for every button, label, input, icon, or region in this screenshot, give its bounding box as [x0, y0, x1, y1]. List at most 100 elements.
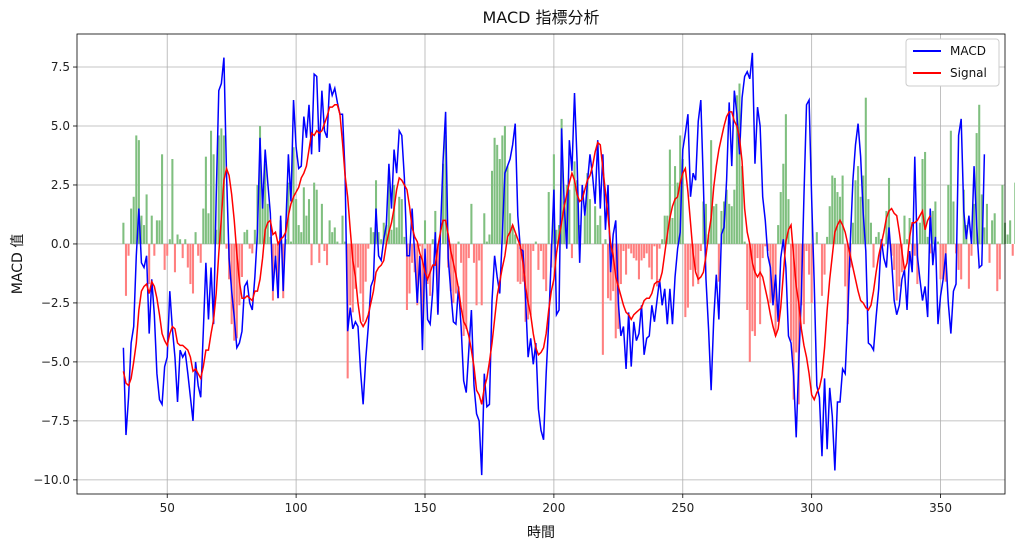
legend-signal-label: Signal: [950, 66, 987, 80]
histogram-bar: [614, 243, 617, 339]
histogram-bar: [328, 220, 331, 244]
histogram-bar: [377, 232, 380, 244]
histogram-bar: [215, 229, 218, 244]
signal-line: [122, 104, 931, 405]
histogram-bar: [717, 243, 720, 282]
histogram-bar: [210, 130, 213, 244]
histogram-bar: [704, 203, 708, 244]
plot-area: 50 100 150 200 250 300 350 −10.0 −7.5 −5.0 −2.5 0.…: [33, 33, 1015, 515]
histogram-bar: [648, 243, 651, 268]
histogram-bar: [681, 159, 684, 244]
histogram-bar: [650, 243, 653, 280]
histogram-bar: [774, 243, 777, 336]
histogram-bar: [493, 137, 496, 244]
y-tick-label: −10.0: [33, 473, 70, 487]
histogram-bar: [877, 232, 880, 244]
histogram-bar: [411, 243, 414, 263]
histogram-bar: [423, 220, 427, 244]
histogram-bar: [225, 243, 228, 249]
histogram-bar: [302, 187, 305, 244]
histogram-bar: [857, 166, 860, 244]
histogram-bar: [926, 236, 929, 244]
histogram-bar: [470, 203, 473, 244]
histogram-bar: [906, 239, 909, 244]
histogram-bar: [784, 114, 787, 244]
histogram-bar: [908, 218, 911, 244]
x-tick-label: 50: [160, 501, 175, 515]
histogram-bar: [135, 135, 138, 244]
histogram-bar: [168, 239, 171, 244]
histogram-bar: [289, 241, 292, 244]
histogram-bar: [991, 220, 994, 244]
histogram-bar: [1006, 234, 1009, 244]
histogram-bar: [967, 243, 970, 289]
histogram-bar: [741, 166, 744, 244]
histogram-bar: [130, 208, 133, 244]
histogram-bar: [918, 222, 921, 244]
histogram-bar: [179, 239, 182, 244]
histogram-bar: [490, 170, 494, 244]
histogram-bar: [903, 215, 906, 244]
histogram-bar: [197, 243, 200, 256]
histogram-bar: [258, 126, 262, 244]
y-tick-label: −7.5: [41, 414, 70, 428]
histogram-bar: [604, 239, 607, 244]
y-tick-label: −2.5: [41, 296, 70, 310]
histogram-bar: [702, 201, 705, 244]
histogram-bar: [380, 239, 383, 244]
histogram-bar: [501, 135, 504, 244]
histogram-bar: [235, 243, 238, 339]
histogram-bar: [570, 243, 573, 259]
histogram-bar: [251, 243, 254, 254]
histogram-bar: [563, 201, 566, 244]
histogram-bar: [184, 239, 187, 244]
histogram-bar: [674, 166, 677, 244]
histogram-bar: [710, 140, 713, 244]
histogram-bar: [532, 243, 535, 252]
histogram-bar: [465, 243, 468, 329]
histogram-bar: [382, 222, 385, 244]
histogram-bar: [893, 243, 896, 270]
histogram-bar: [516, 243, 519, 282]
histogram-bar: [1009, 220, 1012, 244]
y-axis-ticks: −10.0 −7.5 −5.0 −2.5 0.0 2.5 5.0 7.5: [33, 60, 77, 487]
histogram-bar: [712, 206, 715, 244]
histogram-bar: [331, 232, 334, 244]
histogram-bar: [619, 243, 622, 285]
x-tick-label: 350: [929, 501, 952, 515]
histogram-bar: [596, 225, 599, 244]
histogram-bar: [643, 243, 646, 259]
histogram-bar: [771, 243, 775, 301]
histogram-bar: [583, 215, 586, 244]
histogram-bar: [344, 241, 347, 244]
histogram-bar: [689, 243, 692, 270]
histogram-bar: [980, 194, 983, 244]
histogram-bar: [534, 241, 537, 244]
histogram-bar: [802, 243, 805, 325]
histogram-bar: [815, 232, 818, 244]
histogram-bar: [122, 222, 125, 244]
histogram-bar: [808, 243, 811, 275]
histogram-bar: [527, 243, 530, 320]
histogram-bar: [947, 184, 950, 244]
histogram-bar: [176, 234, 179, 244]
histogram-bar: [142, 225, 146, 244]
histogram-bar: [421, 243, 424, 334]
y-tick-label: 0.0: [51, 237, 70, 251]
histogram-bar: [341, 215, 344, 244]
histogram-bar: [996, 243, 999, 292]
histogram-bar: [243, 232, 246, 244]
histogram-bar: [993, 213, 996, 244]
histogram-bar: [387, 175, 390, 244]
plot-frame: [76, 33, 1006, 495]
histogram-bar: [483, 213, 486, 244]
histogram-bar: [127, 243, 130, 256]
histogram-bar: [434, 210, 437, 244]
histogram-bar: [186, 243, 189, 268]
y-tick-label: 2.5: [51, 178, 70, 192]
histogram-bar: [478, 243, 481, 261]
histogram-bar: [496, 144, 499, 244]
histogram-bar: [323, 243, 326, 252]
histogram-bar: [315, 189, 318, 244]
